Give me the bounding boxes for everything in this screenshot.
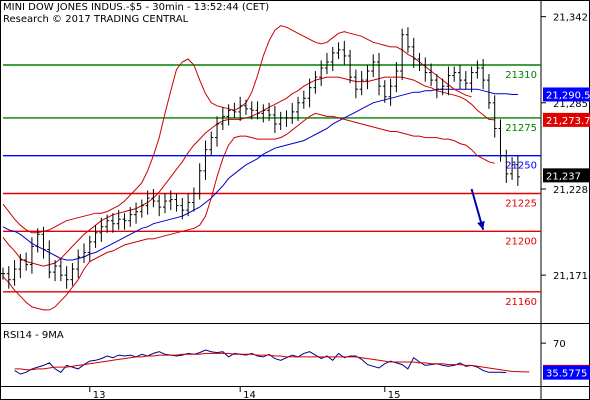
moving-average-line xyxy=(2,88,518,261)
bollinger-lower-line xyxy=(2,112,495,311)
rsi-value-tag-1: 35.5775 xyxy=(546,369,587,380)
y-tick-label-3: 21,171 xyxy=(553,271,588,282)
level-label-0: 21310 xyxy=(505,70,537,81)
value-tag-2: 21,237 xyxy=(546,171,581,182)
value-tag-1: 21,273.7 xyxy=(546,116,590,127)
rsi-title: RSI14 - 9MA xyxy=(3,330,64,341)
rsi-value-tag-bg-1 xyxy=(543,365,590,380)
bollinger-middle-line xyxy=(2,76,495,267)
rsi-tick-label-0: 70 xyxy=(553,339,566,350)
rsi-line xyxy=(14,349,507,375)
bollinger-upper-line xyxy=(2,25,472,234)
level-label-5: 21160 xyxy=(505,297,537,308)
x-tick-label-0: 13 xyxy=(93,390,106,400)
value-tag-0: 21,290.5 xyxy=(546,90,590,101)
x-tick-label-1: 14 xyxy=(243,390,256,400)
y-tick-label-0: 21,342 xyxy=(553,13,588,24)
chart-subtitle: Research © 2017 TRADING CENTRAL xyxy=(3,14,189,25)
y-tick-label-2: 21,228 xyxy=(553,185,588,196)
x-tick-label-2: 15 xyxy=(388,390,401,400)
chart-title: MINI DOW JONES INDUS.-$5 - 30min - 13:52… xyxy=(3,2,270,13)
level-label-4: 21200 xyxy=(505,236,537,247)
y-tick-label-1: 21,285 xyxy=(553,99,588,110)
value-tag-bg-0 xyxy=(543,87,590,102)
forecast-arrow-head xyxy=(477,220,485,230)
level-label-2: 21250 xyxy=(505,161,537,172)
level-label-3: 21225 xyxy=(505,199,537,210)
rsi-ma-line xyxy=(14,352,530,373)
value-tag-bg-2 xyxy=(543,168,590,183)
level-label-1: 21275 xyxy=(505,123,537,134)
value-tag-bg-1 xyxy=(543,112,590,127)
